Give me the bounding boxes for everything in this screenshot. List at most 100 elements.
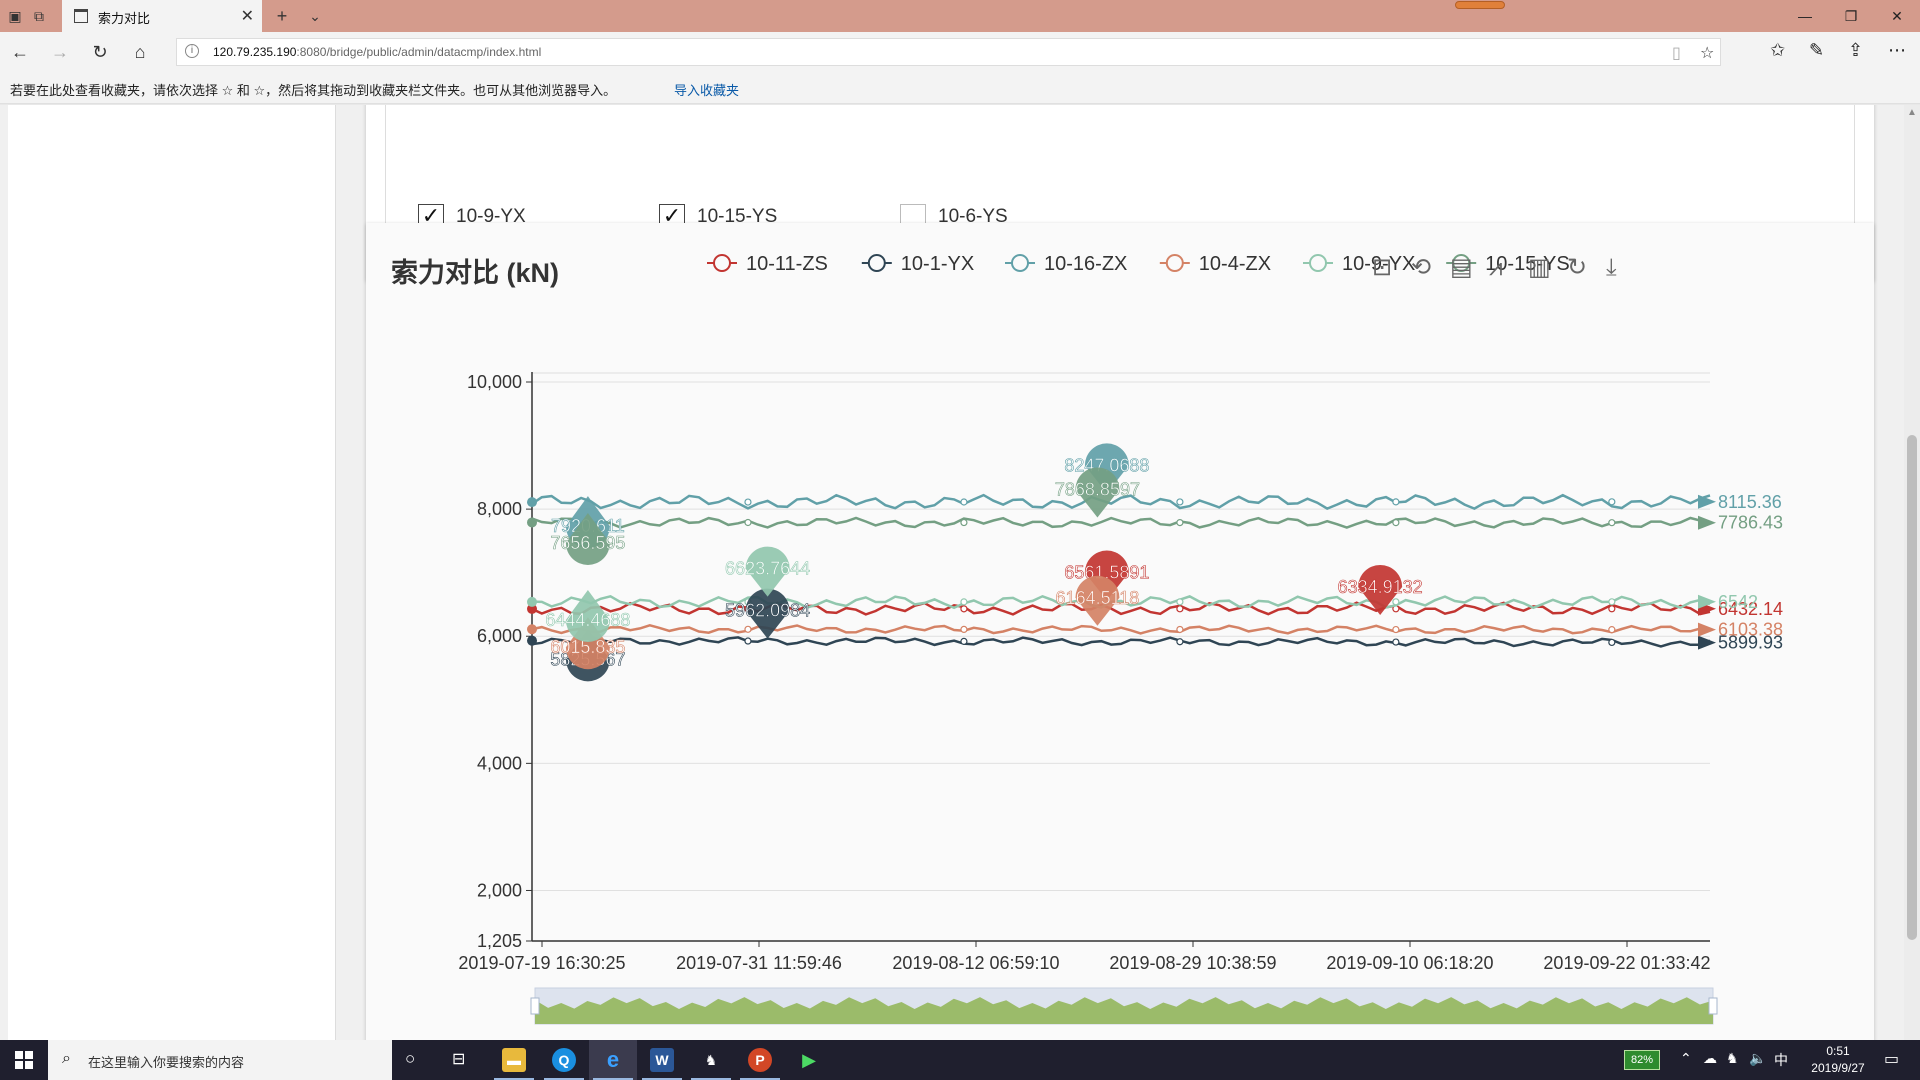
series-point [1608,605,1616,613]
notification-center-icon[interactable]: ▭ [1884,1051,1900,1068]
favorites-icon[interactable]: ✩ [1770,40,1786,60]
reading-view-icon[interactable]: ▯ [1672,45,1681,62]
taskbar-edge[interactable]: e [589,1040,637,1080]
pin-label: 6444.4688 [545,610,630,630]
y-tick-label: 2,000 [477,880,522,900]
clock-date: 2019/9/27 [1811,1061,1865,1075]
series-point [960,637,968,645]
share-icon[interactable]: ⇪ [1848,40,1864,60]
series-point [744,637,752,645]
restore-window-icon[interactable]: ❐ [1844,8,1858,24]
clock[interactable]: 0:51 2019/9/27 [1808,1043,1868,1077]
checkbox-label: 10-6-YS [938,206,1008,227]
cable-force-chart-panel: 索力对比 (kN) 10,000 8,000 6,000 4,000 2,000 1,20… [366,223,1874,1040]
sidebar [8,105,336,1040]
address-bar[interactable]: i 120.79.235.190:8080/bridge/public/admi… [176,38,1721,66]
favorite-star-icon[interactable]: ☆ [1700,45,1715,62]
ime-indicator[interactable]: 中 [1774,1052,1788,1068]
taskbar-player[interactable]: ▶ [785,1040,833,1080]
browser-q-icon: Q [552,1048,576,1072]
tab-preview-chevron-icon[interactable]: ⌄ [309,8,321,24]
taskbar-qq[interactable]: ♞ [687,1040,735,1080]
zoom-icon[interactable]: ⊡ [1372,253,1392,281]
edge-icon: e [606,1047,620,1072]
scroll-up-icon[interactable]: ▲ [1907,107,1917,118]
drag-handle[interactable] [1455,1,1505,9]
series-point [1392,638,1400,646]
max-pin-marker [1358,564,1403,615]
show-hidden-icons[interactable]: ⌃ [1680,1050,1692,1066]
data-zoom-handle[interactable] [530,997,540,1015]
search-placeholder: 在这里输入你要搜索的内容 [88,1055,245,1070]
series-point [744,498,752,506]
tab-active[interactable]: 索力对比 ✕ [62,0,262,32]
volume-icon[interactable]: 🔈 [1749,1050,1767,1066]
battery-indicator[interactable]: 82% [1624,1050,1660,1070]
set-aside-tabs-icon[interactable]: ⧉ [34,8,44,24]
home-icon[interactable]: ⌂ [134,42,146,62]
import-favorites-link[interactable]: 导入收藏夹 [674,83,740,98]
series-line [531,635,1711,648]
page-scrollbar[interactable]: ▲ [1904,105,1920,1040]
legend-marker [713,254,731,272]
legend-label: 10-4-ZX [1199,253,1271,275]
taskbar-word[interactable]: W [638,1040,686,1080]
pin-label: 6623.7644 [725,559,810,579]
taskbar-search[interactable]: ⌕ 在这里输入你要搜索的内容 [48,1040,392,1080]
series-point [1392,625,1400,634]
y-tick-label: 8,000 [477,499,522,519]
minimize-icon[interactable]: — [1798,8,1812,24]
data-zoom-handle[interactable] [1708,997,1718,1015]
forward-icon[interactable]: → [51,42,69,62]
more-icon[interactable]: ⋯ [1888,40,1906,60]
checkbox-10-15-ys[interactable]: ✓ 10-15-YS [659,204,777,230]
taskbar-powerpoint[interactable]: P [736,1040,784,1080]
bar-chart-icon[interactable]: ▥ [1528,253,1551,281]
x-tick-label: 2019-08-29 10:38:59 [1109,953,1276,973]
download-icon[interactable]: ⤓ [1606,253,1617,281]
x-tick-label: 2019-07-31 11:59:46 [676,953,842,973]
series-end-label: 7786.43 [1718,513,1783,533]
qq-tray-icon[interactable]: ♞ [1726,1050,1739,1066]
legend-marker [1011,254,1029,272]
favorites-message: 若要在此处查看收藏夹，请依次选择 ☆ 和 ☆，然后将其拖动到收藏夹栏文件夹。也可… [10,83,617,98]
cortana-icon[interactable]: ○ [405,1049,416,1068]
pen-icon[interactable]: ✎ [1809,40,1825,60]
max-pin-marker [1075,575,1120,626]
close-window-icon[interactable]: ✕ [1891,8,1903,24]
series-point [960,518,968,527]
series-point [1608,519,1616,527]
legend-marker [1165,254,1184,272]
scrollbar-thumb[interactable] [1907,435,1917,940]
pin-label: 8247.0688 [1064,455,1149,475]
taskbar-explorer[interactable]: ▬ [490,1040,538,1080]
player-icon: ▶ [802,1050,816,1070]
x-tick-label: 2019-09-10 06:18:20 [1326,953,1493,973]
zoom-reset-icon[interactable]: ⟲ [1411,253,1431,281]
new-tab-icon[interactable]: + [276,6,288,26]
refresh-icon[interactable]: ↻ [92,42,108,62]
series-line [531,601,1711,616]
y-tick-label: 4,000 [477,753,522,773]
pin-label: 6334.9132 [1338,577,1423,597]
line-chart-icon[interactable]: ⩘ [1489,253,1503,281]
series-end-label: 6103.38 [1718,620,1783,640]
taskbar: ⌕ 在这里输入你要搜索的内容 ○ ⊟ ▬ Q e W ♞ P ▶ 82% ⌃ ☁… [0,1040,1920,1080]
data-view-icon[interactable]: ▤ [1450,253,1473,281]
pin-label: 7656.595 [550,533,625,553]
series-line [531,594,1711,610]
x-tick-label: 2019-07-19 16:30:25 [458,953,625,973]
tab-manager-icon[interactable]: ▣ [8,8,22,24]
close-tab-icon[interactable]: ✕ [240,8,254,25]
onedrive-icon[interactable]: ☁ [1703,1050,1717,1066]
start-button[interactable] [0,1040,48,1080]
checkbox-10-9-yx[interactable]: ✓ 10-9-YX [418,204,526,230]
series-line [531,516,1711,529]
back-icon[interactable]: ← [11,42,29,62]
task-view-icon[interactable]: ⊟ [452,1051,466,1068]
restore-icon[interactable]: ↻ [1567,253,1587,281]
url-text[interactable]: 120.79.235.190:8080/bridge/public/admin/… [213,45,542,59]
taskbar-browser-q[interactable]: Q [540,1040,588,1080]
site-info-icon[interactable]: i [185,44,199,58]
legend-label: 10-1-YX [901,253,974,275]
